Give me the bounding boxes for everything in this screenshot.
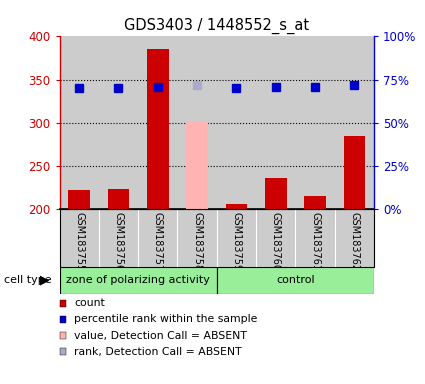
Bar xyxy=(147,50,169,209)
Bar xyxy=(217,267,374,294)
Text: control: control xyxy=(276,275,314,285)
Bar xyxy=(138,36,178,209)
Bar xyxy=(68,190,90,209)
Text: percentile rank within the sample: percentile rank within the sample xyxy=(74,314,258,324)
Text: GSM183759: GSM183759 xyxy=(231,212,241,271)
Bar xyxy=(343,136,365,209)
Text: ▶: ▶ xyxy=(40,274,50,287)
Text: GSM183762: GSM183762 xyxy=(349,212,360,271)
Bar xyxy=(334,36,374,209)
Text: GSM183756: GSM183756 xyxy=(113,212,124,271)
Text: GSM183760: GSM183760 xyxy=(271,212,281,271)
Text: GSM183757: GSM183757 xyxy=(153,212,163,271)
Bar xyxy=(99,36,138,209)
Title: GDS3403 / 1448552_s_at: GDS3403 / 1448552_s_at xyxy=(124,18,309,34)
Bar xyxy=(265,178,286,209)
Text: count: count xyxy=(74,298,105,308)
Bar xyxy=(226,204,247,209)
Bar xyxy=(304,196,326,209)
Bar xyxy=(295,36,335,209)
Bar xyxy=(178,36,217,209)
Bar xyxy=(186,121,208,209)
Bar xyxy=(217,36,256,209)
Bar xyxy=(256,36,295,209)
Text: cell type: cell type xyxy=(4,275,52,285)
Bar xyxy=(60,36,99,209)
Text: GSM183758: GSM183758 xyxy=(192,212,202,271)
Text: GSM183761: GSM183761 xyxy=(310,212,320,271)
Text: GSM183755: GSM183755 xyxy=(74,212,84,271)
Text: rank, Detection Call = ABSENT: rank, Detection Call = ABSENT xyxy=(74,347,242,357)
Bar xyxy=(108,189,129,209)
Bar xyxy=(60,267,217,294)
Text: value, Detection Call = ABSENT: value, Detection Call = ABSENT xyxy=(74,331,247,341)
Text: zone of polarizing activity: zone of polarizing activity xyxy=(66,275,210,285)
